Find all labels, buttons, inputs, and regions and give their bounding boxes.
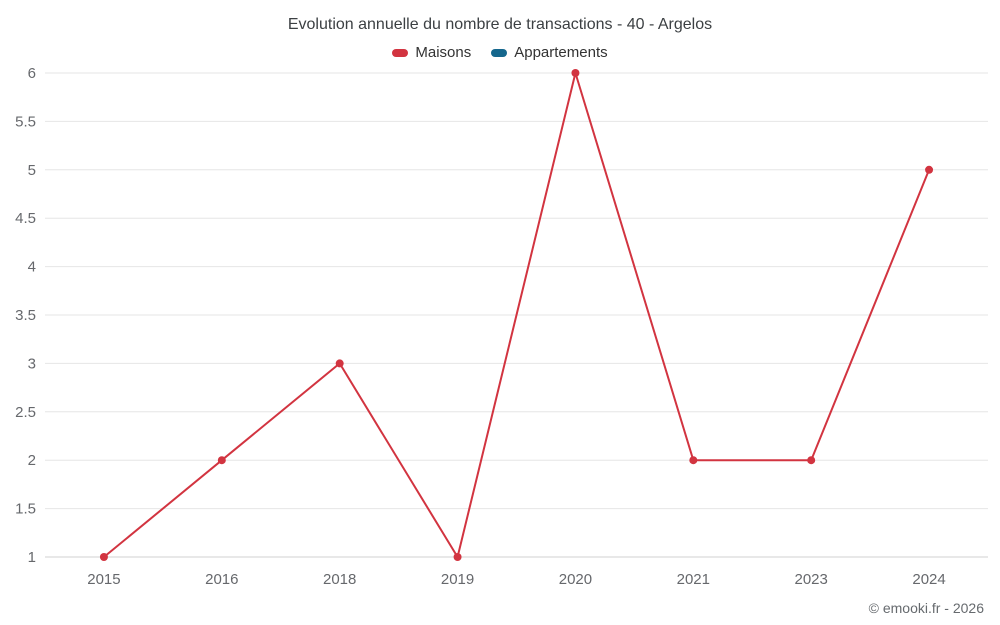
y-axis-tick-label: 4.5 [15,210,36,227]
y-axis-tick-label: 1 [28,549,36,566]
data-point-marker-maisons[interactable] [217,456,226,465]
x-axis-tick-label: 2024 [912,571,945,588]
x-axis-tick-label: 2023 [795,571,828,588]
data-point-marker-maisons[interactable] [335,359,344,368]
data-point-marker-maisons[interactable] [571,69,580,77]
legend-marker-appartements [491,48,508,57]
x-axis-tick-label: 2019 [441,571,474,588]
legend-label-appartements: Appartements [514,44,608,61]
x-axis-tick-label: 2016 [205,571,238,588]
series-line-maisons [102,72,931,558]
data-point-marker-maisons[interactable] [925,165,934,174]
data-point-marker-maisons[interactable] [807,456,816,465]
y-axis-tick-label: 5.5 [15,113,36,130]
y-axis-tick-label: 3.5 [15,307,36,324]
data-point-marker-maisons[interactable] [689,456,698,465]
y-axis-tick-label: 5 [28,162,36,179]
legend-marker-maisons [392,48,409,57]
data-point-marker-maisons[interactable] [453,553,462,561]
legend-item-maisons[interactable]: Maisons [392,44,471,61]
legend: Maisons Appartements [0,44,1000,61]
y-axis-tick-label: 4 [28,259,36,276]
legend-item-appartements[interactable]: Appartements [491,44,608,61]
x-axis-tick-label: 2018 [323,571,356,588]
y-axis-tick-label: 2.5 [15,404,36,421]
y-axis-tick-label: 6 [28,65,36,82]
y-axis-tick-label: 3 [28,355,36,372]
chart-title: Evolution annuelle du nombre de transact… [287,16,713,33]
x-axis-tick-label: 2015 [87,571,120,588]
legend-label-maisons: Maisons [415,44,472,61]
y-axis-tick-label: 1.5 [15,501,36,518]
x-axis-tick-label: 2020 [559,571,592,588]
x-axis-tick-label: 2021 [677,571,710,588]
data-point-marker-maisons[interactable] [99,553,108,561]
copyright-credit: © emooki.fr - 2026 [868,600,984,616]
y-axis-tick-label: 2 [28,452,36,469]
